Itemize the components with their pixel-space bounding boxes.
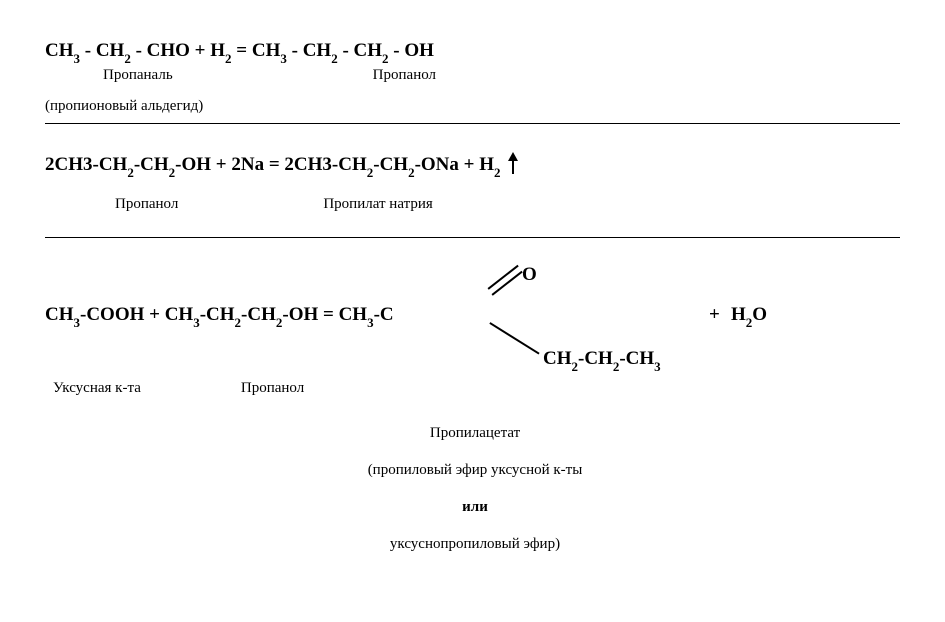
eq3-label-ili: или (45, 499, 905, 516)
up-arrow-icon (507, 152, 519, 180)
eq1-paren: (пропионовый альдегид) (45, 98, 900, 115)
eq1-text: CH3 - CH2 - CHO + H2 = CH3 - CH2 - CH2 -… (45, 40, 434, 61)
eq2-text: 2CH3-CH2-CH2-OH + 2Na = 2CH3-CH2-CH2-ONa… (45, 154, 501, 175)
equation-1: CH3 - CH2 - CHO + H2 = CH3 - CH2 - CH2 -… (45, 40, 900, 115)
equation-3: CH3-COOH + CH3-CH2-CH2-OH = CH3-C O CH2-… (45, 266, 900, 376)
eq2-label-propilat: Пропилат натрия (323, 196, 432, 213)
eq1-label-propanal: Пропаналь (103, 67, 173, 84)
eq1-label-propanol: Пропанол (373, 67, 436, 84)
eq3-left: CH3-COOH + CH3-CH2-CH2-OH = CH3-C (45, 304, 394, 329)
eq2-label-propanol: Пропанол (115, 196, 178, 213)
eq3-label-propylacetate: Пропилацетат (45, 425, 905, 442)
eq3-labels-row1: Уксусная к-та Пропанол (45, 380, 900, 397)
eq3-label-propanol: Пропанол (241, 380, 304, 397)
eq3-label-ether1: (пропиловый эфир уксусной к-ты (45, 462, 905, 479)
divider-1 (45, 123, 900, 124)
equation-2: 2CH3-CH2-CH2-OH + 2Na = 2CH3-CH2-CH2-ONa… (45, 152, 900, 213)
eq3-oxygen: O (522, 264, 537, 286)
eq1-formula: CH3 - CH2 - CHO + H2 = CH3 - CH2 - CH2 -… (45, 40, 900, 65)
eq2-formula: 2CH3-CH2-CH2-OH + 2Na = 2CH3-CH2-CH2-ONa… (45, 152, 900, 180)
eq3-plus: + (709, 304, 720, 326)
eq3-h2o: H2O (731, 304, 767, 329)
eq3-propyl: CH2-CH2-CH3 (543, 348, 661, 373)
eq2-labels: Пропанол Пропилат натрия (45, 196, 900, 213)
eq3-label-ether2: уксуснопропиловый эфир) (45, 536, 905, 553)
divider-2 (45, 237, 900, 238)
eq3-label-acetic: Уксусная к-та (53, 380, 141, 397)
eq3-center-labels: Пропилацетат (пропиловый эфир уксусной к… (45, 425, 905, 553)
bond-c-o-single (490, 322, 540, 354)
eq1-labels: Пропаналь Пропанол (45, 67, 900, 84)
